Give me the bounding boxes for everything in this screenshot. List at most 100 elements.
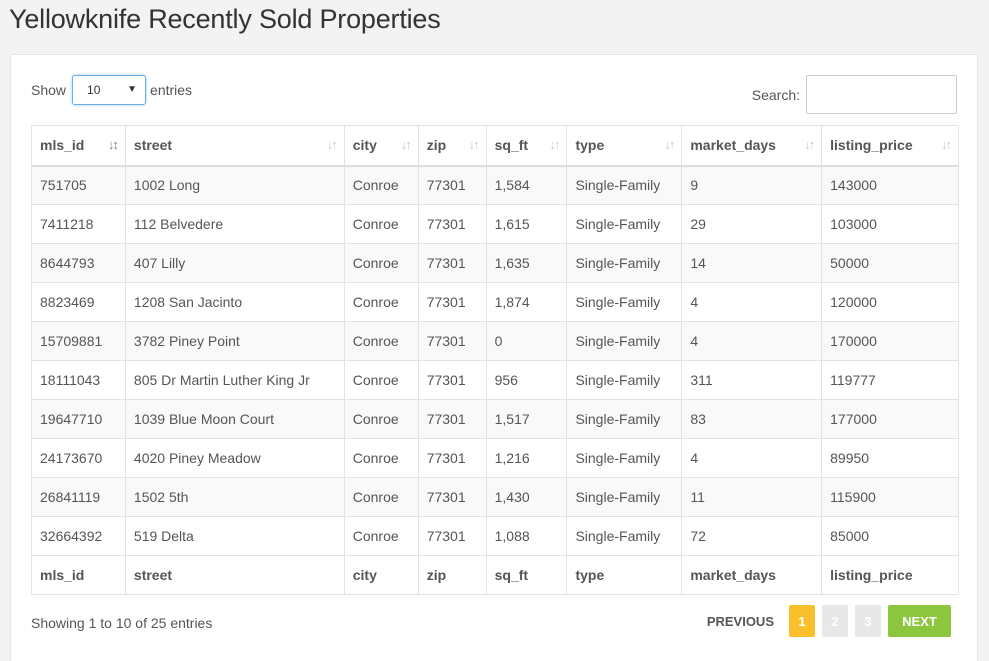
page-button-3[interactable]: 3 — [855, 605, 881, 637]
table-row[interactable]: 7411218 112 Belvedere Conroe 77301 1,615 Sing… — [31, 204, 959, 244]
column-footer-mls-id: mls_id — [31, 555, 126, 595]
cell-street: 1208 San Jacinto — [124, 282, 345, 322]
column-header-zip[interactable]: zip ↓↑ — [417, 125, 487, 167]
column-header-sq-ft[interactable]: sq_ft ↓↑ — [485, 125, 568, 167]
cell-listing-price: 50000 — [821, 243, 959, 283]
cell-type: Single-Family — [566, 399, 683, 439]
column-footer-market-days: market_days — [681, 555, 823, 595]
cell-listing-price: 89950 — [821, 438, 959, 478]
cell-mls-id: 7411218 — [31, 204, 126, 244]
page-button-2[interactable]: 2 — [822, 605, 848, 637]
cell-street: 407 Lilly — [124, 243, 345, 283]
cell-zip: 77301 — [417, 516, 487, 556]
cell-market-days: 72 — [681, 516, 823, 556]
sort-both-icon: ↓↑ — [468, 137, 480, 152]
cell-market-days: 4 — [681, 321, 823, 361]
cell-sq-ft: 1,430 — [485, 477, 568, 517]
cell-zip: 77301 — [417, 477, 487, 517]
column-header-city[interactable]: city ↓↑ — [343, 125, 419, 167]
cell-sq-ft: 1,088 — [485, 516, 568, 556]
cell-city: Conroe — [343, 282, 419, 322]
cell-listing-price: 85000 — [821, 516, 959, 556]
table-panel: Show 10 ▼ entries Search: mls_id ↓↕ street… — [10, 54, 978, 661]
cell-city: Conroe — [343, 204, 419, 244]
column-header-street[interactable]: street ↓↑ — [124, 125, 345, 167]
search-input[interactable] — [806, 75, 957, 114]
cell-market-days: 29 — [681, 204, 823, 244]
cell-street: 4020 Piney Meadow — [124, 438, 345, 478]
table-row[interactable]: 8823469 1208 San Jacinto Conroe 77301 1,874 S… — [31, 282, 959, 322]
next-button[interactable]: NEXT — [888, 605, 951, 637]
entries-per-page-value: 10 — [87, 83, 101, 97]
cell-sq-ft: 1,517 — [485, 399, 568, 439]
page-title: Yellowknife Recently Sold Properties — [9, 4, 441, 34]
cell-market-days: 4 — [681, 438, 823, 478]
header-row: mls_id ↓↕ street ↓↑ city ↓↑ zip ↓↑ sq_ft ↓↑ type ↓↑… — [31, 125, 959, 167]
cell-zip: 77301 — [417, 399, 487, 439]
column-footer-sq-ft: sq_ft — [485, 555, 568, 595]
column-header-mls-id[interactable]: mls_id ↓↕ — [31, 125, 126, 167]
sort-both-icon: ↓↑ — [400, 137, 412, 152]
column-header-market-days[interactable]: market_days ↓↑ — [681, 125, 823, 167]
cell-zip: 77301 — [417, 321, 487, 361]
entries-per-page-select[interactable]: 10 ▼ — [72, 75, 147, 105]
cell-zip: 77301 — [417, 360, 487, 400]
table-body: 751705 1002 Long Conroe 77301 1,584 Single-Fa… — [31, 165, 959, 556]
cell-market-days: 11 — [681, 477, 823, 517]
footer-row: mls_id street city zip sq_ft type market_days l… — [31, 555, 959, 595]
cell-listing-price: 177000 — [821, 399, 959, 439]
cell-city: Conroe — [343, 516, 419, 556]
cell-listing-price: 120000 — [821, 282, 959, 322]
cell-city: Conroe — [343, 321, 419, 361]
cell-type: Single-Family — [566, 516, 683, 556]
cell-market-days: 9 — [681, 165, 823, 205]
sort-both-icon: ↓↑ — [549, 137, 560, 152]
column-header-label: type — [575, 137, 605, 154]
cell-market-days: 311 — [681, 360, 823, 400]
table-row[interactable]: 751705 1002 Long Conroe 77301 1,584 Single-Fa… — [31, 165, 959, 205]
sort-asc-icon: ↓↕ — [107, 137, 119, 152]
page-button-1[interactable]: 1 — [789, 605, 815, 637]
column-header-type[interactable]: type ↓↑ — [566, 125, 683, 167]
column-header-label: city — [352, 137, 377, 154]
column-footer-type: type — [566, 555, 683, 595]
cell-listing-price: 170000 — [821, 321, 959, 361]
table-row[interactable]: 32664392 519 Delta Conroe 77301 1,088 Single-… — [31, 516, 959, 556]
sort-both-icon: ↓↑ — [941, 137, 952, 152]
cell-sq-ft: 0 — [485, 321, 568, 361]
cell-mls-id: 751705 — [31, 165, 126, 205]
table-row[interactable]: 18111043 805 Dr Martin Luther King Jr Conr… — [31, 360, 959, 400]
search-control: Search: — [752, 75, 957, 114]
table-row[interactable]: 19647710 1039 Blue Moon Court Conroe 77301 1… — [31, 399, 959, 439]
cell-type: Single-Family — [566, 438, 683, 478]
table-row[interactable]: 26841119 1502 5th Conroe 77301 1,430 Single-F… — [31, 477, 959, 517]
cell-street: 1002 Long — [124, 165, 345, 205]
cell-type: Single-Family — [566, 165, 683, 205]
column-footer-city: city — [343, 555, 419, 595]
cell-city: Conroe — [343, 360, 419, 400]
table-row[interactable]: 24173670 4020 Piney Meadow Conroe 77301 1,21… — [31, 438, 959, 478]
sort-both-icon: ↓↑ — [664, 137, 675, 152]
sort-both-icon: ↓↑ — [326, 137, 338, 152]
cell-market-days: 14 — [681, 243, 823, 283]
column-header-label: street — [133, 137, 173, 154]
search-label: Search: — [751, 86, 800, 103]
sort-both-icon: ↓↑ — [804, 137, 815, 152]
cell-market-days: 83 — [681, 399, 823, 439]
column-header-label: sq_ft — [494, 137, 529, 154]
column-footer-street: street — [124, 555, 345, 595]
table-row[interactable]: 8644793 407 Lilly Conroe 77301 1,635 Single-F… — [31, 243, 959, 283]
cell-zip: 77301 — [417, 165, 487, 205]
previous-button[interactable]: PREVIOUS — [706, 613, 774, 629]
cell-sq-ft: 1,216 — [485, 438, 568, 478]
column-header-listing-price[interactable]: listing_price ↓↑ — [821, 125, 959, 167]
entries-label: entries — [150, 82, 193, 98]
cell-mls-id: 18111043 — [31, 360, 126, 400]
cell-sq-ft: 1,635 — [485, 243, 568, 283]
cell-market-days: 4 — [681, 282, 823, 322]
length-control: Show 10 ▼ entries — [31, 75, 192, 105]
cell-type: Single-Family — [566, 282, 683, 322]
table-row[interactable]: 15709881 3782 Piney Point Conroe 77301 0 Sing… — [31, 321, 959, 361]
